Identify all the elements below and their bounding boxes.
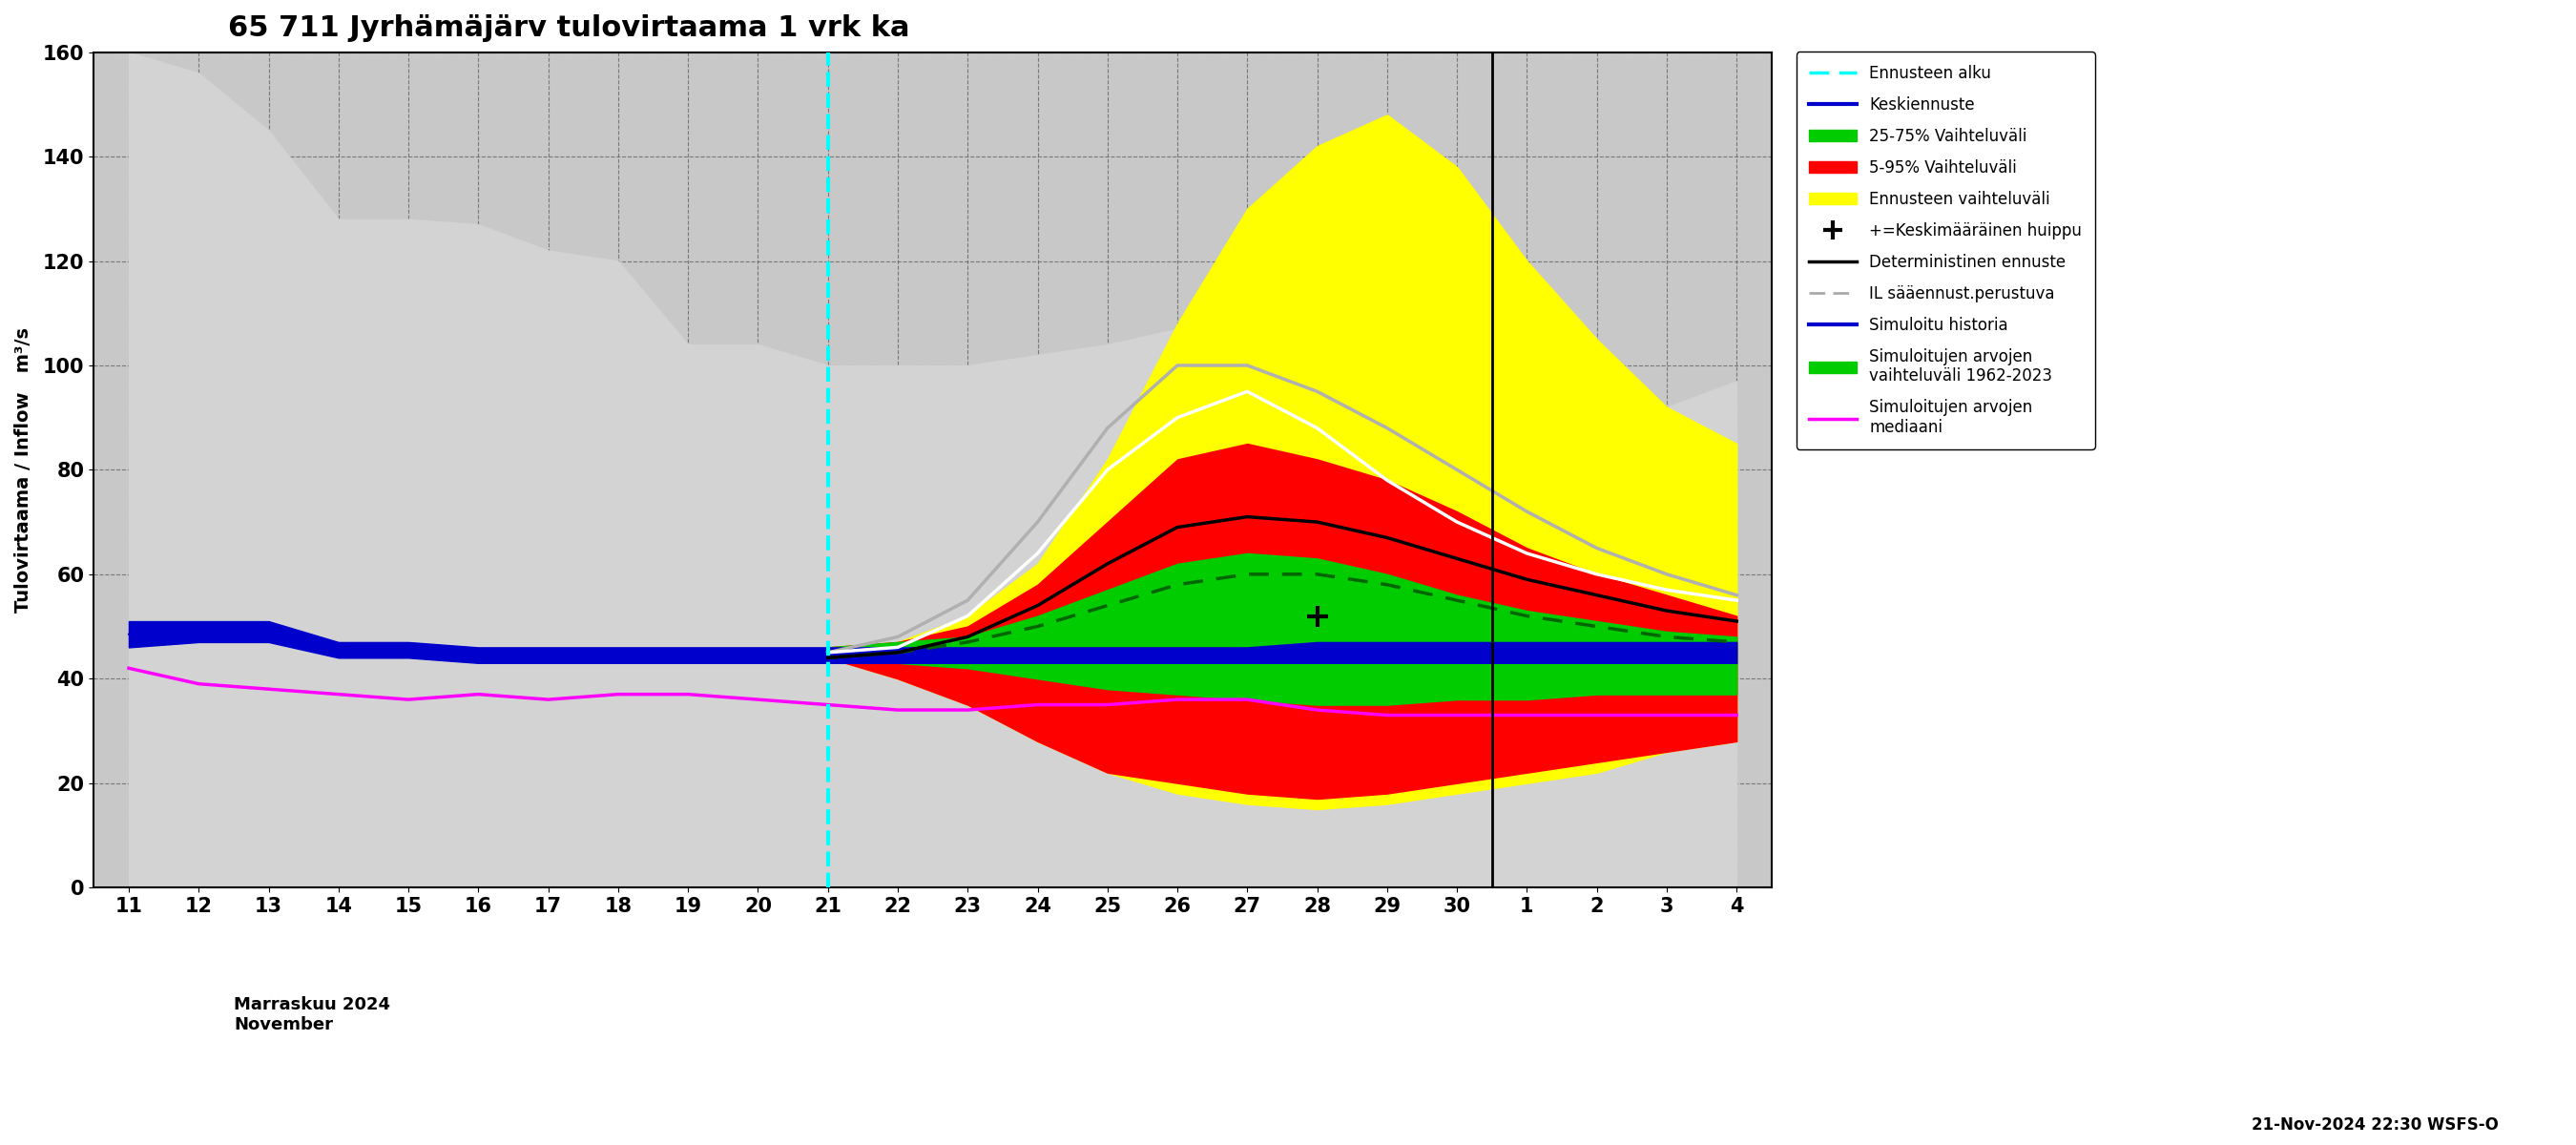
Text: Marraskuu 2024
November: Marraskuu 2024 November (234, 996, 389, 1033)
Legend: Ennusteen alku, Keskiennuste, 25-75% Vaihteluväli, 5-95% Vaihteluväli, Ennusteen: Ennusteen alku, Keskiennuste, 25-75% Vai… (1795, 52, 2094, 449)
Y-axis label: Tulovirtaama / Inflow   m³/s: Tulovirtaama / Inflow m³/s (15, 327, 33, 613)
Text: 65 711 Jyrhämäjärv tulovirtaama 1 vrk ka: 65 711 Jyrhämäjärv tulovirtaama 1 vrk ka (229, 14, 909, 42)
Text: 21-Nov-2024 22:30 WSFS-O: 21-Nov-2024 22:30 WSFS-O (2251, 1116, 2499, 1134)
